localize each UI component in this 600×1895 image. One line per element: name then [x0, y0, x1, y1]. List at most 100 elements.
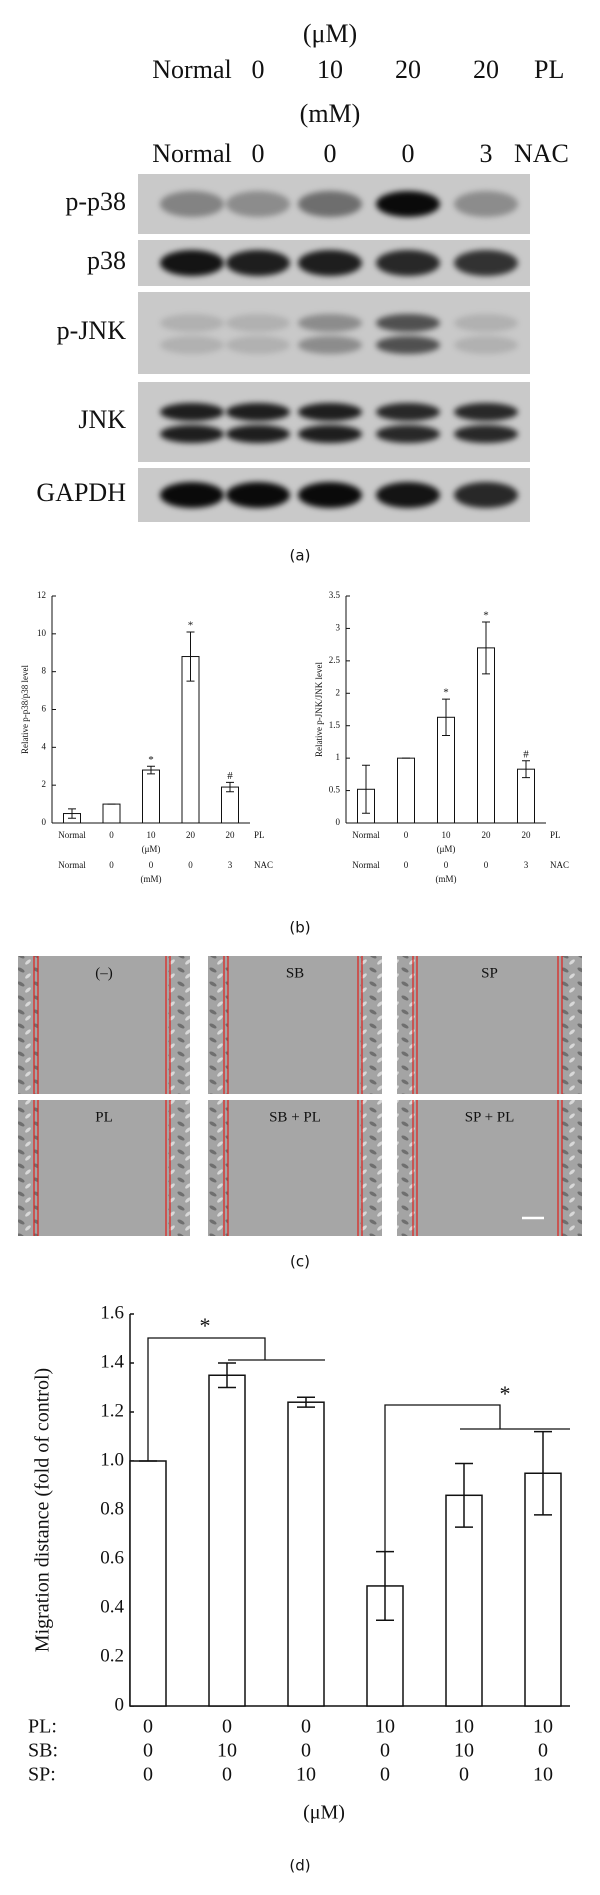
x-tick-label: 10 — [147, 830, 157, 840]
cell-region — [360, 1100, 382, 1236]
x-tick-label: 0 — [301, 1716, 311, 1738]
blot-band — [376, 314, 440, 354]
x-tick-label: 10 — [217, 1740, 237, 1762]
error-bar — [362, 764, 370, 814]
significance-marker: * — [443, 687, 449, 699]
unit-label: (mM) — [141, 874, 162, 884]
blot-band — [376, 403, 440, 443]
cell-region — [208, 956, 228, 1094]
cell-region — [397, 1100, 417, 1236]
y-tick-label: 1.4 — [100, 1351, 124, 1372]
blot-band — [226, 250, 290, 276]
y-tick-label: 2 — [42, 779, 47, 789]
error-bar — [534, 1430, 552, 1516]
y-tick-label: 0.5 — [329, 785, 341, 795]
unit-label: (μM) — [303, 19, 357, 48]
blot-band — [376, 482, 440, 508]
error-bar — [455, 1462, 473, 1528]
cell-region — [360, 956, 382, 1094]
significance-star: * — [500, 1381, 511, 1406]
significance-marker: # — [227, 770, 233, 782]
unit-label: (μM) — [303, 1802, 345, 1824]
lane-label: Normal — [152, 55, 231, 84]
x-tick-label: 20 — [226, 830, 236, 840]
protein-label: p38 — [87, 246, 126, 275]
treatment-label: NAC — [514, 139, 569, 168]
bar — [397, 757, 415, 824]
error-bar — [522, 760, 530, 779]
blot-band — [226, 191, 290, 217]
unit-label: (μM) — [437, 844, 456, 854]
row-label: NAC — [550, 860, 569, 870]
error-bar — [297, 1396, 315, 1408]
y-tick-label: 0.8 — [100, 1498, 124, 1519]
row-label: SB: — [28, 1740, 58, 1762]
y-tick-label: 1.6 — [100, 1302, 124, 1323]
blot-band — [376, 250, 440, 276]
cell-region — [18, 1100, 38, 1236]
micrograph — [208, 1100, 382, 1236]
x-tick-label: 0 — [188, 860, 193, 870]
x-tick-label: 10 — [454, 1740, 474, 1762]
y-tick-label: 2 — [336, 687, 341, 697]
row-label: PL — [254, 830, 265, 840]
error-bar — [226, 781, 234, 793]
x-tick-label: 0 — [404, 830, 409, 840]
blot-band — [160, 403, 224, 443]
blot-band — [298, 314, 362, 354]
y-tick-label: 0.2 — [100, 1645, 124, 1666]
blot-band — [226, 314, 290, 354]
blot-strip — [138, 292, 530, 374]
x-tick-label: Normal — [352, 860, 380, 870]
y-tick-label: 1 — [336, 752, 341, 762]
blot-band — [454, 314, 518, 354]
blot-band — [298, 191, 362, 217]
cell-region — [560, 1100, 582, 1236]
x-tick-label: 0 — [404, 860, 409, 870]
bar — [102, 803, 121, 824]
x-tick-label: 20 — [522, 830, 532, 840]
row-label: PL — [550, 830, 561, 840]
row-label: PL: — [28, 1716, 57, 1738]
bar — [208, 1374, 246, 1707]
x-tick-label: 20 — [186, 830, 196, 840]
micrograph — [18, 1100, 190, 1236]
y-tick-label: 0.4 — [100, 1596, 124, 1617]
micrograph-label: (–) — [95, 965, 113, 981]
y-tick-label: 0.6 — [100, 1547, 124, 1568]
row-label: NAC — [254, 860, 273, 870]
blot-band — [376, 191, 440, 217]
x-tick-label: 0 — [538, 1740, 548, 1762]
blot-band — [298, 250, 362, 276]
x-tick-label: 10 — [442, 830, 452, 840]
error-bar — [442, 698, 450, 736]
x-tick-label: 10 — [296, 1764, 316, 1786]
blot-band — [298, 403, 362, 443]
error-bar — [68, 808, 76, 819]
error-bar — [218, 1362, 236, 1389]
panel-caption: (c) — [290, 1253, 310, 1271]
lane-label: Normal — [152, 139, 231, 168]
y-axis-label: Relative p-JNK/JNK level — [314, 662, 324, 757]
unit-label: (mM) — [300, 99, 361, 128]
x-tick-label: Normal — [58, 830, 86, 840]
micrograph-label: SB — [286, 965, 304, 981]
significance-bracket — [384, 1404, 570, 1552]
unit-label: (μM) — [142, 844, 161, 854]
panel-caption: (a) — [290, 547, 311, 565]
lane-label: 0 — [252, 139, 265, 168]
blot-band — [226, 403, 290, 443]
micrograph — [397, 1100, 582, 1236]
treatment-label: PL — [534, 55, 564, 84]
x-tick-label: 0 — [301, 1740, 311, 1762]
significance-star: * — [200, 1313, 211, 1338]
significance-marker: * — [188, 619, 194, 631]
micrograph-label: SP — [481, 965, 498, 981]
y-tick-label: 0 — [42, 817, 47, 827]
x-tick-label: 3 — [524, 860, 529, 870]
error-bar — [376, 1550, 394, 1621]
x-tick-label: 0 — [484, 860, 489, 870]
x-tick-label: 0 — [380, 1740, 390, 1762]
y-tick-label: 1.5 — [329, 720, 341, 730]
cell-region — [168, 1100, 190, 1236]
